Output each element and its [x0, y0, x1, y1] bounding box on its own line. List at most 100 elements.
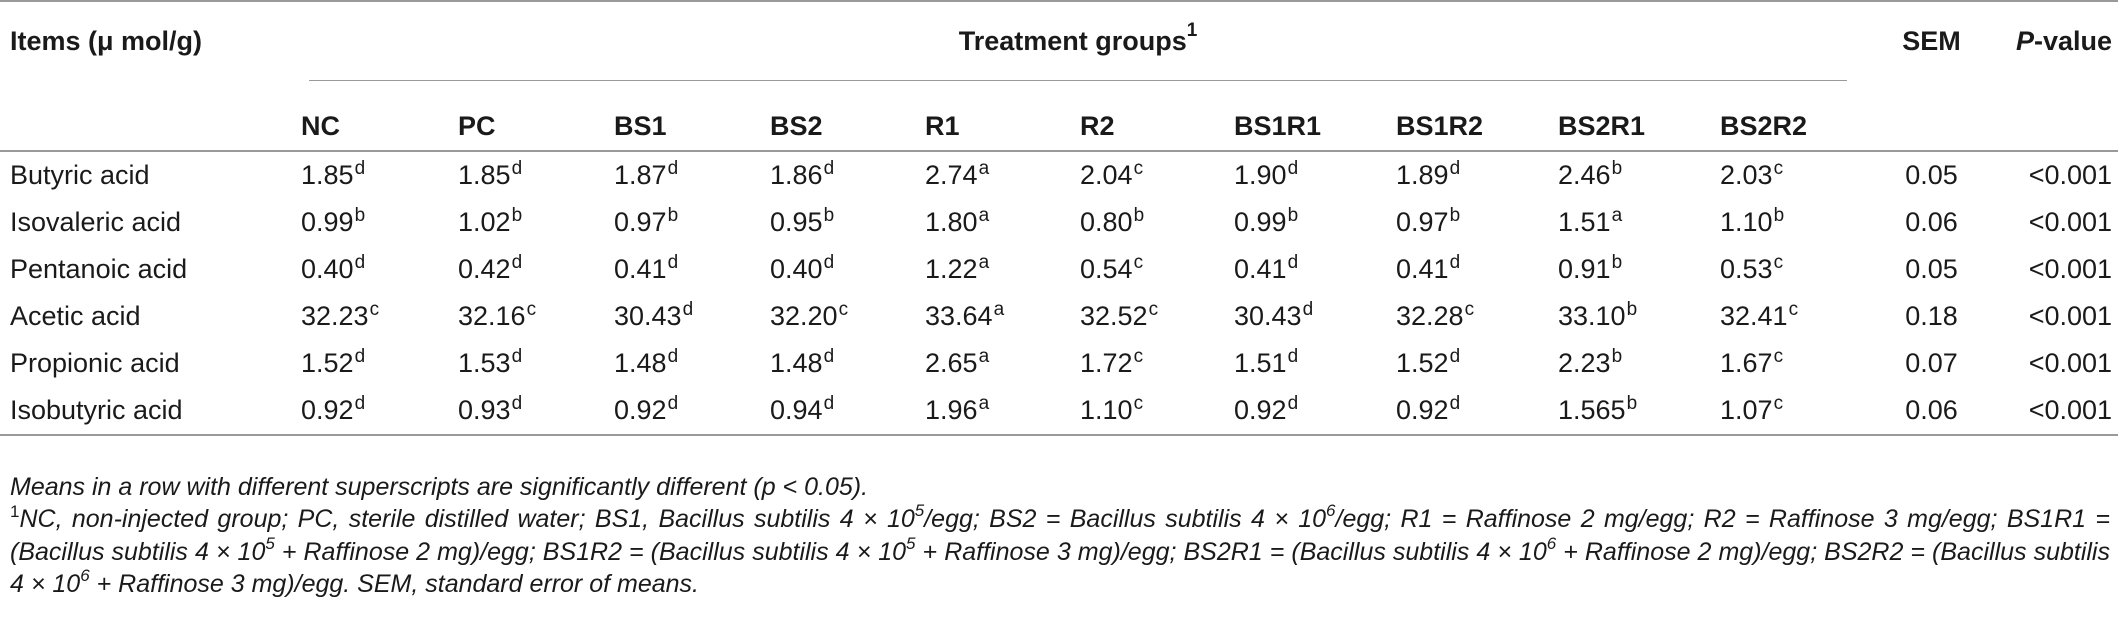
significance-letter: c — [1133, 158, 1144, 179]
significance-letter: c — [1773, 346, 1784, 367]
sem-header: SEM — [1865, 0, 1999, 81]
mean-value: 1.90 — [1234, 160, 1287, 190]
significance-letter: c — [1773, 158, 1784, 179]
value-cell: 32.28c — [1386, 293, 1548, 340]
significance-letter: c — [1773, 252, 1784, 273]
mean-value: 0.94 — [770, 395, 823, 425]
mean-value: 2.74 — [925, 160, 978, 190]
value-cell: 1.72c — [1070, 340, 1224, 387]
table-body: Butyric acid 1.85d 1.85d 1.87d 1.86d 2.74a 2.0… — [0, 151, 2118, 436]
significance-letter: d — [1287, 252, 1299, 273]
mean-value: 33.64 — [925, 301, 993, 331]
treatment-groups-header: Treatment groups1 — [291, 0, 1866, 81]
mean-value: 1.52 — [1396, 348, 1449, 378]
table-row: Isovaleric acid 0.99b 1.02b 0.97b 0.95b 1.80a… — [0, 199, 2118, 246]
significance-letter: c — [526, 299, 537, 320]
table-row: Pentanoic acid 0.40d 0.42d 0.41d 0.40d 1.22a 0… — [0, 246, 2118, 293]
value-cell: 0.92d — [291, 387, 448, 436]
significance-letter: a — [978, 205, 990, 226]
value-cell: 0.53c — [1710, 246, 1865, 293]
significance-letter: d — [1449, 393, 1461, 414]
footnote-segment: /egg; BS2 = Bacillus subtilis 4 × 10 — [924, 504, 1327, 533]
exponent: 5 — [914, 500, 925, 520]
significance-letter: c — [1148, 299, 1159, 320]
mean-value: 0.91 — [1558, 254, 1611, 284]
value-cell: 1.89d — [1386, 151, 1548, 199]
value-cell: 1.90d — [1224, 151, 1386, 199]
table-notes: Means in a row with different superscrip… — [10, 472, 2110, 600]
value-cell: 1.87d — [604, 151, 760, 199]
value-cell: 0.41d — [604, 246, 760, 293]
row-item-label: Isovaleric acid — [10, 207, 182, 237]
mean-value: 32.52 — [1080, 301, 1148, 331]
value-cell: 1.51d — [1224, 340, 1386, 387]
mean-value: 0.99 — [301, 207, 354, 237]
mean-value: 1.89 — [1396, 160, 1449, 190]
significance-letter: d — [354, 346, 366, 367]
significance-letter: d — [511, 393, 523, 414]
abbreviation-footnote: 1NC, non-injected group; PC, sterile dis… — [10, 500, 2110, 601]
p-header-spacer — [1998, 81, 2118, 152]
mean-value: 0.97 — [614, 207, 667, 237]
value-cell: 1.565b — [1548, 387, 1710, 436]
value-cell: 2.04c — [1070, 151, 1224, 199]
significance-letter: b — [667, 205, 679, 226]
value-cell: 1.51a — [1548, 199, 1710, 246]
group-header-bs2: BS2 — [760, 81, 915, 152]
mean-value: 32.20 — [770, 301, 838, 331]
significance-letter: d — [667, 346, 679, 367]
significance-letter: d — [823, 346, 835, 367]
value-cell: 1.10c — [1070, 387, 1224, 436]
results-table: Items (μ mol/g) Treatment groups1 SEM P-… — [0, 0, 2118, 436]
mean-value: 1.565 — [1558, 395, 1626, 425]
significance-letter: b — [823, 205, 835, 226]
value-cell: 1.10b — [1710, 199, 1865, 246]
value-cell: 0.91b — [1548, 246, 1710, 293]
significance-letter: c — [1133, 252, 1144, 273]
p-value-header: P-value — [1998, 0, 2118, 81]
significance-letter: b — [1133, 205, 1145, 226]
sem-header-spacer — [1865, 81, 1999, 152]
mean-value: 0.42 — [458, 254, 511, 284]
value-cell: 0.92d — [1386, 387, 1548, 436]
group-header-pc: PC — [448, 81, 604, 152]
p-value: <0.001 — [1998, 387, 2118, 436]
mean-value: 1.10 — [1080, 395, 1133, 425]
mean-value: 0.40 — [301, 254, 354, 284]
mean-value: 1.80 — [925, 207, 978, 237]
p-value: <0.001 — [2028, 301, 2113, 331]
mean-value: 0.95 — [770, 207, 823, 237]
mean-value: 1.67 — [1720, 348, 1773, 378]
mean-value: 1.53 — [458, 348, 511, 378]
exponent: 5 — [906, 534, 916, 553]
items-header: Items (μ mol/g) — [0, 0, 291, 81]
value-cell: 32.23c — [291, 293, 448, 340]
significance-letter: b — [1626, 393, 1638, 414]
significance-letter: d — [667, 158, 679, 179]
p-value: <0.001 — [2028, 348, 2113, 378]
significance-letter: a — [1611, 205, 1623, 226]
sem-value: 0.06 — [1865, 387, 1999, 436]
value-cell: 0.93d — [448, 387, 604, 436]
value-cell: 0.40d — [760, 246, 915, 293]
significance-letter: d — [511, 252, 523, 273]
footnote-segment: /egg; R1 = Raffinose 2 mg/egg; R2 = Raff… — [10, 504, 2110, 567]
group-footnote-marker: 1 — [1186, 20, 1198, 41]
footnote-marker: 1 — [10, 501, 20, 521]
exponent: 6 — [1326, 500, 1336, 520]
sem-value: 0.05 — [1905, 254, 1958, 284]
value-cell: 0.99b — [1224, 199, 1386, 246]
results-table-container: Items (μ mol/g) Treatment groups1 SEM P-… — [0, 0, 2118, 436]
value-cell: 0.97b — [604, 199, 760, 246]
mean-value: 0.93 — [458, 395, 511, 425]
sem-value: 0.05 — [1905, 160, 1958, 190]
value-cell: 0.99b — [291, 199, 448, 246]
row-item-label: Propionic acid — [10, 348, 180, 378]
value-cell: 1.96a — [915, 387, 1070, 436]
value-cell: 33.10b — [1548, 293, 1710, 340]
value-cell: 2.46b — [1548, 151, 1710, 199]
mean-value: 0.80 — [1080, 207, 1133, 237]
group-header-bs1: BS1 — [604, 81, 760, 152]
value-cell: 1.85d — [448, 151, 604, 199]
table-row: Butyric acid 1.85d 1.85d 1.87d 1.86d 2.74a 2.0… — [0, 151, 2118, 199]
